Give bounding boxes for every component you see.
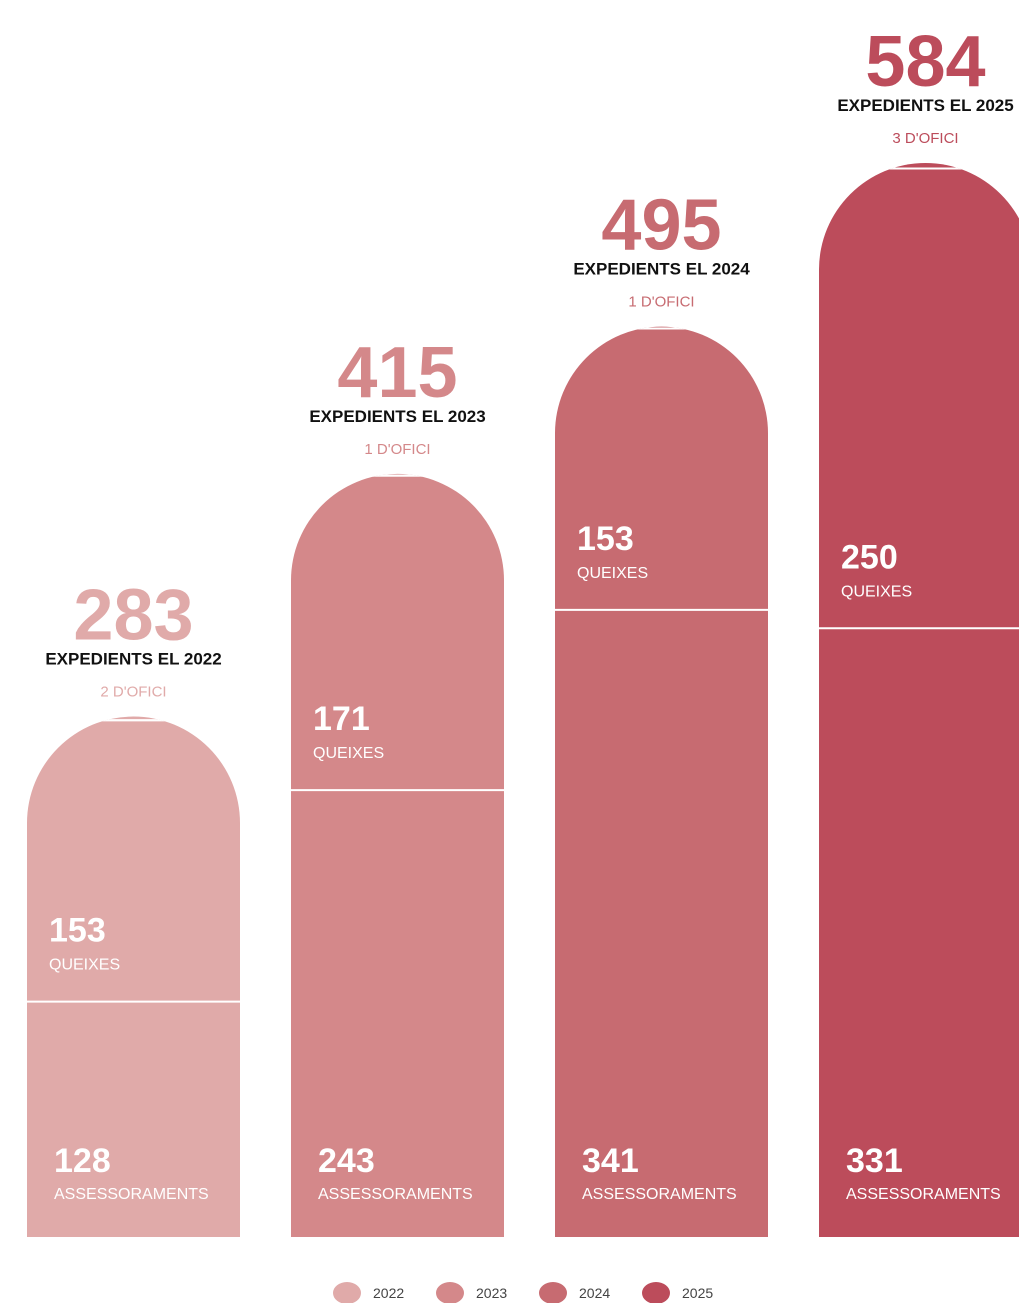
bar-segment	[27, 716, 240, 721]
bar-group	[291, 473, 504, 1237]
total-label: EXPEDIENTS EL 2023	[309, 407, 485, 426]
segment-name: ASSESSORAMENTS	[318, 1186, 473, 1203]
total-label: EXPEDIENTS EL 2025	[837, 96, 1013, 115]
bar-segment	[819, 163, 1019, 169]
segment-value: 341	[582, 1142, 639, 1180]
bar-group	[27, 716, 240, 1237]
segment-value: 153	[577, 520, 634, 558]
bar-segment	[291, 790, 504, 1237]
segment-name: QUEIXES	[577, 565, 648, 582]
bar-segment	[27, 720, 240, 1002]
segment-name: QUEIXES	[841, 583, 912, 600]
segment-name: ASSESSORAMENTS	[582, 1186, 737, 1203]
total-value: 495	[601, 186, 721, 266]
legend-swatch	[642, 1282, 670, 1303]
segment-name: QUEIXES	[49, 957, 120, 974]
segment-label: 3 D'OFICI	[892, 130, 958, 147]
segment-value: 128	[54, 1142, 111, 1180]
bar-segment	[555, 328, 768, 610]
bar-segment	[819, 628, 1019, 1237]
legend-swatch	[436, 1282, 464, 1303]
legend-label: 2025	[682, 1285, 713, 1301]
segment-value: 331	[846, 1142, 903, 1180]
segment-value: 243	[318, 1142, 375, 1180]
bar-group	[819, 163, 1019, 1237]
legend-label: 2023	[476, 1285, 507, 1301]
total-value: 283	[73, 576, 193, 656]
bar-segment	[819, 168, 1019, 629]
segment-value: 171	[313, 700, 370, 738]
segment-label: 1 D'OFICI	[628, 294, 694, 311]
segment-label: 2 D'OFICI	[100, 684, 166, 701]
legend-swatch	[539, 1282, 567, 1303]
segment-value: 250	[841, 538, 898, 576]
total-label: EXPEDIENTS EL 2024	[573, 260, 750, 279]
segment-name: ASSESSORAMENTS	[54, 1186, 209, 1203]
segment-label: 1 D'OFICI	[364, 441, 430, 458]
total-value: 415	[337, 333, 457, 413]
segment-name: ASSESSORAMENTS	[846, 1186, 1001, 1203]
segment-value: 153	[49, 912, 106, 950]
legend-swatch	[333, 1282, 361, 1303]
legend-label: 2024	[579, 1285, 610, 1301]
bar-group	[555, 326, 768, 1237]
bar-segment	[555, 609, 768, 1237]
bar-segment	[27, 1001, 240, 1237]
total-label: EXPEDIENTS EL 2022	[45, 650, 221, 669]
segment-name: QUEIXES	[313, 745, 384, 762]
bar-segment	[291, 475, 504, 791]
total-value: 584	[865, 22, 985, 102]
legend-label: 2022	[373, 1285, 404, 1301]
